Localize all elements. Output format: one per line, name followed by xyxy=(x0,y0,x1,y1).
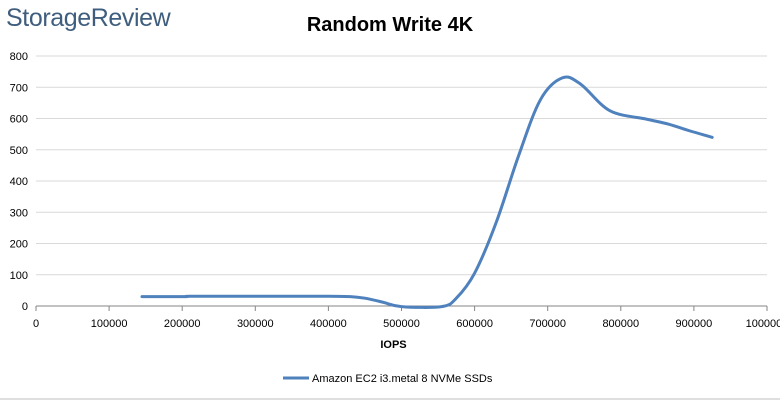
x-tick-label: 400000 xyxy=(310,318,347,330)
y-tick-label: 600 xyxy=(10,114,28,126)
legend-label: Amazon EC2 i3.metal 8 NVMe SSDs xyxy=(312,373,493,385)
x-tick-label: 300000 xyxy=(237,318,274,330)
gridlines xyxy=(36,55,767,276)
x-tick-label: 500000 xyxy=(383,318,420,330)
x-tick-label: 800000 xyxy=(602,318,639,330)
x-tick-label: 100000 xyxy=(91,318,128,330)
x-axis-label: IOPS xyxy=(380,339,406,351)
y-tick-label: 500 xyxy=(10,145,28,157)
y-tick-label: 100 xyxy=(10,270,28,282)
y-tick-label: 800 xyxy=(10,51,28,63)
y-tick-label: 700 xyxy=(10,82,28,94)
x-tick-label: 0 xyxy=(33,318,39,330)
brand-logo-text: StorageReview xyxy=(6,4,171,32)
y-axis-tick-labels: 0 100 200 300 400 500 600 700 800 xyxy=(10,51,28,313)
series-line xyxy=(140,75,714,309)
x-axis-tick-labels: 0 100000 200000 300000 400000 500000 600000 700… xyxy=(33,306,780,330)
x-tick-label: 600000 xyxy=(456,318,493,330)
x-tick-label: 900000 xyxy=(676,318,713,330)
legend: Amazon EC2 i3.metal 8 NVMe SSDs xyxy=(283,373,493,385)
y-tick-label: 200 xyxy=(10,239,28,251)
x-tick-label: 1000000 xyxy=(746,318,780,330)
y-tick-label: 0 xyxy=(22,301,28,313)
chart-title: Random Write 4K xyxy=(306,14,474,36)
series-group xyxy=(140,75,714,309)
x-tick-label: 700000 xyxy=(529,318,566,330)
x-tick-label: 200000 xyxy=(164,318,201,330)
y-tick-label: 400 xyxy=(10,176,28,188)
y-tick-label: 300 xyxy=(10,207,28,219)
